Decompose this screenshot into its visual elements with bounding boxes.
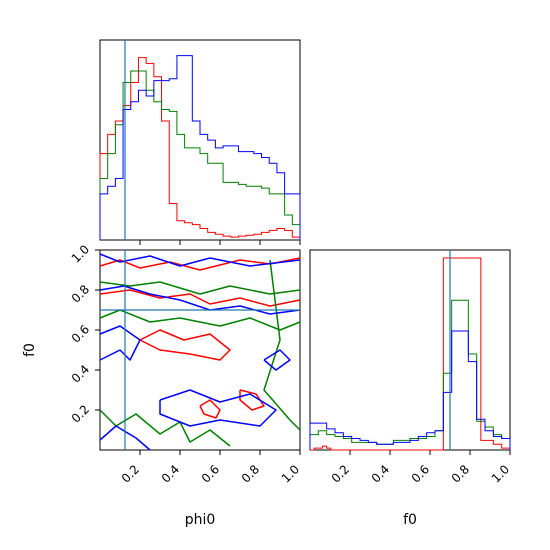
- x-tick-label: 0.6: [409, 462, 432, 485]
- blue-contour-line: [159, 389, 277, 427]
- y-tick-label: 0.6: [69, 322, 92, 345]
- y-tick-label: 1.0: [69, 242, 92, 265]
- x-tick-label: 1.0: [279, 462, 302, 485]
- x-tick-label: 0.4: [369, 462, 392, 485]
- blue-contour-line: [99, 325, 141, 361]
- x-axis-label-f0: f0: [403, 512, 417, 528]
- contour-frame: [99, 249, 301, 451]
- green-histogram-series: [309, 299, 511, 450]
- x-tick-label: 1.0: [489, 462, 512, 485]
- green-histogram-series: [99, 70, 301, 240]
- red-histogram-series: [99, 57, 301, 240]
- x-tick-label: 0.4: [159, 462, 182, 485]
- blue-histogram-series: [99, 55, 301, 240]
- x-tick-label: 0.2: [329, 462, 352, 485]
- red-contour-line: [99, 289, 301, 307]
- blue-contour-line: [99, 285, 301, 315]
- y-tick-label: 0.8: [69, 282, 92, 305]
- phi0-histogram: [99, 40, 301, 240]
- green-contour-line: [99, 409, 231, 447]
- green-contour-line: [99, 281, 301, 295]
- y-tick-label: 0.2: [69, 402, 92, 425]
- green-contour-line: [263, 259, 301, 431]
- blue-contour-line: [99, 425, 151, 451]
- f0-histogram-frame: [309, 249, 511, 451]
- x-axis-label-phi0: phi0: [185, 512, 216, 528]
- green-contour-line: [99, 309, 301, 331]
- f0-histogram: [309, 250, 511, 451]
- x-tick-label: 0.2: [119, 462, 142, 485]
- phi0-f0-contour: [99, 250, 301, 451]
- red-contour-line: [239, 389, 265, 411]
- axis-ticks: 0.2 0.4 0.6 0.8 1.0 0.2 0.4 0.6 0.8 1.0 0.2 0.4 0.6 0…: [69, 240, 512, 486]
- red-histogram-series: [310, 257, 511, 451]
- y-axis-label-f0: f0: [22, 343, 38, 357]
- red-contour-line: [139, 329, 231, 361]
- x-tick-label: 0.8: [449, 462, 472, 485]
- y-tick-label: 0.4: [69, 362, 92, 385]
- x-tick-label: 0.8: [239, 462, 262, 485]
- x-tick-label: 0.6: [199, 462, 222, 485]
- red-contour-line: [199, 399, 221, 419]
- blue-contour-line: [99, 253, 301, 267]
- phi0-histogram-frame: [99, 39, 301, 241]
- blue-contour-line: [263, 349, 291, 371]
- blue-histogram-series: [309, 330, 511, 450]
